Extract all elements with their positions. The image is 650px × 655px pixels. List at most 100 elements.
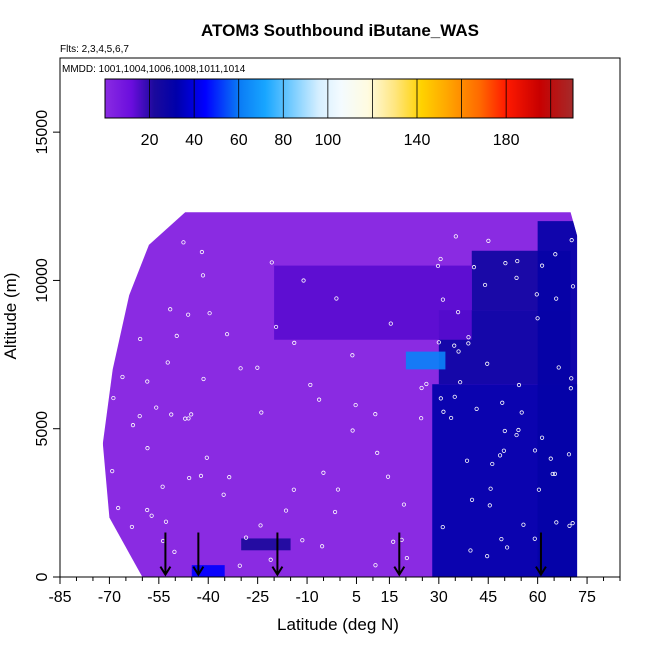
y-tick-label: 10000 — [34, 258, 51, 303]
x-axis-label: Latitude (deg N) — [277, 615, 399, 634]
sample-point — [116, 505, 121, 511]
sample-point — [269, 260, 274, 265]
sample-point — [335, 487, 341, 492]
sample-point — [388, 321, 393, 326]
x-tick-label: -25 — [246, 589, 269, 606]
sample-point — [237, 563, 242, 568]
sample-point — [189, 412, 194, 417]
sample-point — [129, 524, 135, 530]
sample-point — [174, 333, 179, 338]
sample-point — [532, 536, 537, 541]
x-tick-label: -70 — [98, 589, 121, 606]
sample-point — [204, 455, 209, 460]
sample-point — [154, 405, 159, 410]
sample-point — [385, 474, 391, 479]
sample-point — [127, 240, 132, 245]
sample-point — [567, 523, 572, 528]
sample-point — [466, 335, 471, 340]
heatmap-region — [241, 538, 291, 551]
arrow-head — [535, 566, 547, 577]
sample-point — [440, 524, 445, 530]
sample-point — [334, 296, 339, 301]
x-tick-label: -10 — [295, 589, 318, 606]
heatmap-cells — [102, 212, 578, 577]
sample-point — [110, 336, 115, 342]
sample-point — [455, 309, 461, 315]
colorbar — [104, 78, 574, 119]
sample-point — [308, 382, 313, 388]
sample-point — [375, 450, 380, 455]
sample-point — [145, 446, 150, 451]
x-tick-label: 75 — [578, 589, 596, 606]
sample-point — [199, 249, 205, 255]
sample-point — [332, 509, 338, 515]
y-tick-label: 15000 — [34, 110, 51, 155]
sample-point — [200, 273, 206, 278]
sample-point — [569, 376, 574, 381]
sample-point — [109, 341, 114, 346]
x-axis: -85 -70 -55 -40 -25 -10 5 15 30 45 60 75 — [48, 577, 621, 606]
sample-point — [320, 544, 325, 549]
sample-point — [554, 520, 559, 525]
sample-point — [186, 416, 191, 421]
sample-point — [435, 263, 441, 269]
sample-point — [448, 415, 454, 421]
y-tick-label: 0 — [34, 572, 51, 581]
sample-point — [94, 526, 100, 531]
sample-point — [317, 397, 322, 402]
sample-point — [485, 361, 490, 366]
sample-point — [138, 336, 143, 342]
sample-point — [487, 503, 492, 508]
sample-point — [292, 340, 297, 345]
sample-point — [268, 557, 273, 562]
heatmap-region — [537, 221, 578, 577]
sample-point — [238, 366, 243, 371]
sample-point — [186, 312, 191, 317]
sample-point — [482, 282, 488, 288]
arrow-head — [271, 566, 284, 577]
sample-point — [224, 332, 230, 337]
x-tick-label: 15 — [381, 589, 399, 606]
sample-point — [301, 278, 306, 283]
sample-point — [373, 563, 378, 568]
sample-point — [464, 458, 470, 463]
sample-point — [438, 396, 443, 401]
sample-point — [485, 554, 490, 559]
sample-point — [500, 400, 505, 405]
sample-point — [552, 471, 558, 476]
sample-point — [97, 414, 102, 420]
sample-point — [353, 402, 358, 408]
sample-point — [488, 486, 493, 491]
heatmap-region — [191, 565, 225, 577]
sample-point — [120, 374, 125, 380]
sample-point — [554, 296, 559, 301]
sample-point — [163, 519, 169, 524]
sample-point — [452, 394, 457, 399]
sample-point — [497, 453, 503, 458]
colorbar-tick-label: 140 — [404, 132, 431, 149]
dates-subtitle: MMDD: 1001,1004,1006,1008,1011,1014 — [62, 64, 246, 75]
sample-point — [130, 423, 136, 428]
sample-point — [521, 522, 526, 527]
y-tick-label: 5000 — [34, 411, 51, 447]
colorbar-tick-label: 60 — [230, 132, 248, 149]
sample-point — [501, 448, 506, 453]
sample-point — [504, 545, 510, 550]
sample-point — [419, 385, 424, 391]
sample-point — [98, 398, 103, 403]
arrow-head — [159, 566, 172, 577]
sample-point — [453, 234, 458, 239]
sample-point — [350, 428, 355, 433]
sample-point — [456, 349, 461, 354]
sample-point — [255, 365, 260, 370]
sample-point — [568, 386, 573, 391]
sample-point — [168, 307, 173, 312]
y-axis: 0 5000 10000 15000 — [34, 110, 60, 581]
sample-point — [539, 435, 545, 440]
sample-point — [172, 549, 177, 554]
sample-point — [350, 353, 355, 358]
sample-point — [570, 521, 575, 526]
sample-point — [291, 487, 296, 492]
x-tick-label: 45 — [479, 589, 497, 606]
sample-point — [137, 414, 142, 419]
